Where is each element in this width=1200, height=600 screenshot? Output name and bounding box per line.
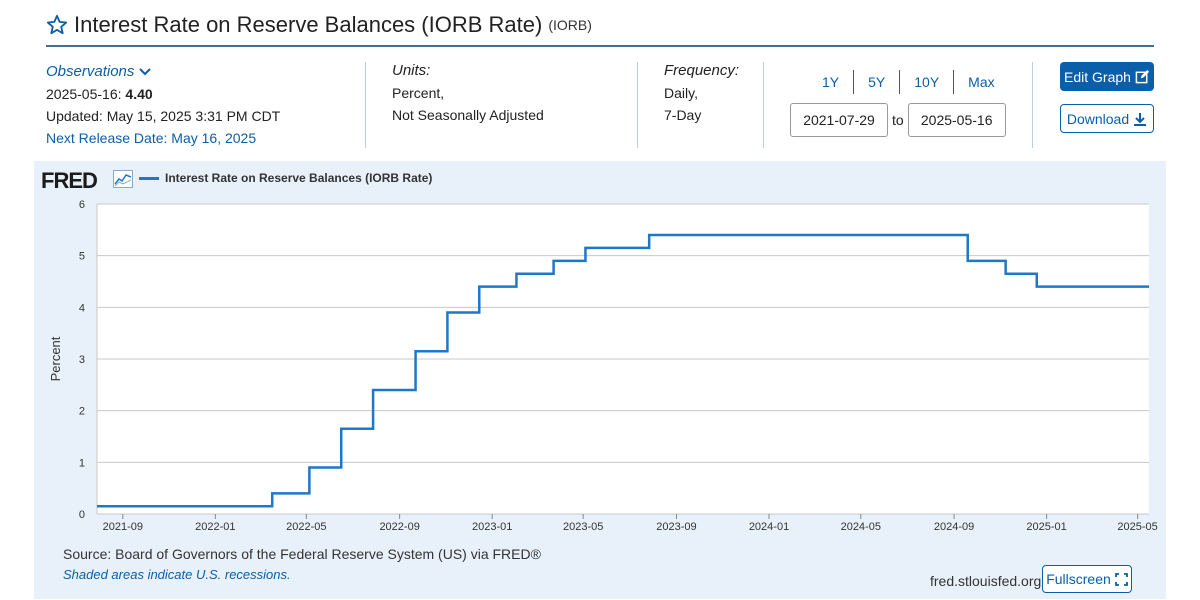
edit-icon <box>1135 69 1150 84</box>
observation-date: 2025-05-16: <box>46 86 122 102</box>
x-tick-label: 2021-09 <box>103 521 143 533</box>
y-tick-label: 0 <box>79 509 85 521</box>
divider <box>365 62 366 148</box>
divider <box>763 62 764 148</box>
end-date-input[interactable]: 2025-05-16 <box>907 103 1006 137</box>
y-tick-label: 6 <box>79 199 85 211</box>
page-title: Interest Rate on Reserve Balances (IORB … <box>74 12 543 37</box>
download-button[interactable]: Download <box>1060 104 1154 133</box>
x-tick-label: 2023-01 <box>472 521 512 533</box>
y-tick-label: 3 <box>79 354 85 366</box>
star-outline-icon[interactable] <box>46 14 68 36</box>
frequency-line-1: Daily, <box>664 85 698 101</box>
range-separator <box>953 70 955 94</box>
x-tick-label: 2024-09 <box>934 521 974 533</box>
x-tick-label: 2024-01 <box>749 521 789 533</box>
edit-graph-label: Edit Graph <box>1064 68 1131 85</box>
y-tick-label: 5 <box>79 251 85 263</box>
frequency-panel: Frequency: Daily, 7-Day <box>664 60 764 126</box>
fred-logo[interactable]: FRED <box>41 168 98 193</box>
range-10y-button[interactable]: 10Y <box>914 74 940 90</box>
title-row: Interest Rate on Reserve Balances (IORB … <box>46 12 592 38</box>
units-line-1: Percent, <box>392 85 445 101</box>
observation-value: 4.40 <box>125 86 153 102</box>
series-line <box>97 233 1149 508</box>
fred-chart-icon <box>113 170 133 188</box>
latest-observation: 2025-05-16: 4.40 <box>46 83 366 105</box>
x-tick-label: 2025-01 <box>1026 521 1066 533</box>
frequency-label: Frequency: <box>664 62 740 79</box>
x-tick-label: 2024-05 <box>841 521 881 533</box>
fullscreen-icon <box>1114 572 1128 586</box>
legend-swatch <box>139 176 159 180</box>
range-max-button[interactable]: Max <box>968 74 995 90</box>
fullscreen-label: Fullscreen <box>1046 571 1111 587</box>
y-axis-label: Percent <box>48 336 63 381</box>
units-panel: Units: Percent, Not Seasonally Adjusted <box>392 60 632 126</box>
units-line-2: Not Seasonally Adjusted <box>392 107 544 123</box>
x-tick-label: 2023-09 <box>656 521 696 533</box>
date-range: 2021-07-29 to 2025-05-16 <box>790 103 1006 137</box>
y-tick-label: 4 <box>79 302 85 314</box>
series-code: (IORB) <box>548 17 592 33</box>
range-1y-button[interactable]: 1Y <box>822 74 840 90</box>
frequency-line-2: 7-Day <box>664 107 702 123</box>
divider <box>637 62 638 148</box>
y-tick-label: 1 <box>79 457 85 469</box>
range-5y-button[interactable]: 5Y <box>868 74 886 90</box>
site-url[interactable]: fred.stlouisfed.org <box>930 573 1042 589</box>
units-label: Units: <box>392 62 431 79</box>
download-label: Download <box>1066 110 1130 127</box>
chart-legend: Interest Rate on Reserve Balances (IORB … <box>139 171 432 185</box>
y-tick-label: 2 <box>79 406 85 418</box>
observations-label: Observations <box>46 63 135 80</box>
recession-note: Shaded areas indicate U.S. recessions. <box>63 567 291 582</box>
range-separator <box>853 70 855 94</box>
x-tick-label: 2022-09 <box>379 521 419 533</box>
observations-dropdown[interactable]: Observations <box>46 61 152 83</box>
updated-text: Updated: May 15, 2025 3:31 PM CDT <box>46 108 281 124</box>
chevron-down-icon <box>139 68 152 76</box>
title-divider <box>46 45 1154 47</box>
fullscreen-button[interactable]: Fullscreen <box>1042 565 1132 593</box>
legend-label: Interest Rate on Reserve Balances (IORB … <box>165 171 433 185</box>
x-tick-label: 2022-05 <box>286 521 326 533</box>
x-tick-label: 2023-05 <box>563 521 603 533</box>
source-text: Source: Board of Governors of the Federa… <box>63 546 541 562</box>
download-icon <box>1134 112 1147 126</box>
to-label: to <box>892 112 904 128</box>
x-tick-label: 2025-05 <box>1117 521 1157 533</box>
edit-graph-button[interactable]: Edit Graph <box>1060 62 1154 91</box>
divider <box>1032 62 1033 148</box>
start-date-input[interactable]: 2021-07-29 <box>790 103 888 137</box>
next-release-link[interactable]: Next Release Date: May 16, 2025 <box>46 130 257 146</box>
range-selector: 1Y 5Y 10Y Max <box>808 70 1009 94</box>
x-tick-label: 2022-01 <box>195 521 235 533</box>
range-separator <box>899 70 901 94</box>
observations-panel: Observations 2025-05-16: 4.40 Updated: M… <box>46 60 366 149</box>
